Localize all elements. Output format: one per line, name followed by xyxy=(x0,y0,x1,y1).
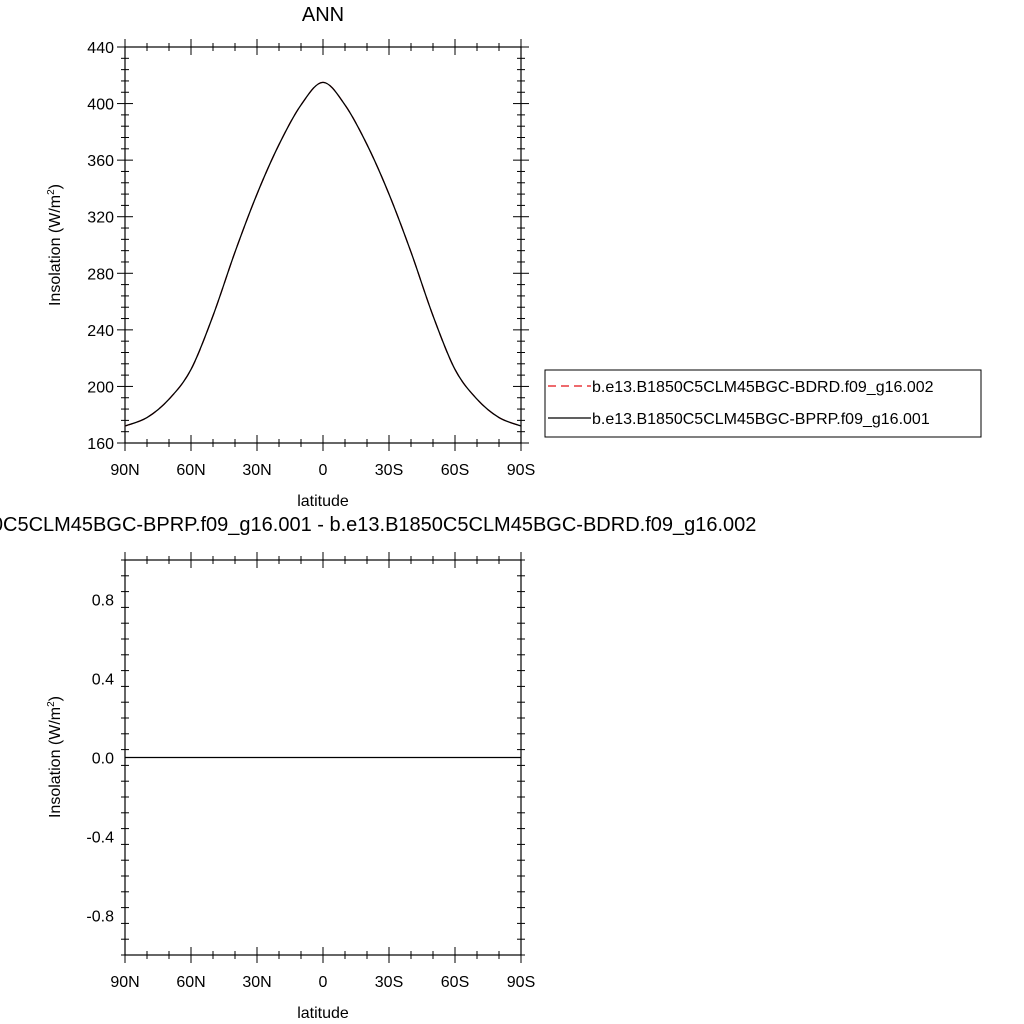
bottom-y-axis-label-close: ) xyxy=(47,696,64,701)
bottom-y-tick-label: 0.4 xyxy=(92,672,114,689)
top-panel-title: ANN xyxy=(302,4,344,26)
legend-label-bprp: b.e13.B1850C5CLM45BGC-BPRP.f09_g16.001 xyxy=(592,411,930,428)
bottom-x-tick-label: 90S xyxy=(507,974,535,991)
top-x-tick-label: 60N xyxy=(176,462,205,479)
bottom-y-axis-label: Insolation (W/m2) xyxy=(46,696,64,818)
bottom-y-axis-label-main: Insolation (W/m xyxy=(47,707,64,818)
top-y-tick-label: 440 xyxy=(87,40,114,57)
bottom-x-tick-label: 30N xyxy=(242,974,271,991)
legend-label-bdrd: b.e13.B1850C5CLM45BGC-BDRD.f09_g16.002 xyxy=(592,379,934,396)
bottom-x-tick-label: 60S xyxy=(441,974,469,991)
top-x-axis-label: latitude xyxy=(297,493,349,510)
bottom-panel-title: b.e13.B1850C5CLM45BGC-BPRP.f09_g16.001 -… xyxy=(0,514,756,536)
top-y-tick-label: 320 xyxy=(87,210,114,227)
top-panel: ANN 90N 60N 30N 0 30S 60S 90S 160 200 240 280 320 36… xyxy=(46,4,535,510)
top-y-axis-label-superscript: 2 xyxy=(46,189,57,195)
top-x-tick-label: 30S xyxy=(375,462,403,479)
top-y-axis-label-close: ) xyxy=(47,184,64,189)
top-y-tick-label: 360 xyxy=(87,153,114,170)
top-y-tick-label: 200 xyxy=(87,379,114,396)
bottom-axis-ticks: 90N 60N 30N 0 30S 60S 90S -0.8 -0.4 0.0 0.4 0.8 xyxy=(86,552,535,991)
bottom-y-tick-label: -0.4 xyxy=(86,830,114,847)
top-x-tick-label: 0 xyxy=(319,462,328,479)
top-y-tick-label: 280 xyxy=(87,266,114,283)
top-x-tick-label: 60S xyxy=(441,462,469,479)
top-y-tick-label: 240 xyxy=(87,323,114,340)
bottom-x-tick-label: 90N xyxy=(110,974,139,991)
bottom-y-tick-label: 0.0 xyxy=(92,751,114,768)
bottom-x-tick-label: 30S xyxy=(375,974,403,991)
top-x-tick-label: 90S xyxy=(507,462,535,479)
top-series-group xyxy=(124,81,522,427)
top-y-axis-label-main: Insolation (W/m xyxy=(47,195,64,306)
legend-box xyxy=(544,369,982,438)
bottom-y-tick-label: -0.8 xyxy=(86,909,114,926)
bottom-panel: b.e13.B1850C5CLM45BGC-BPRP.f09_g16.001 -… xyxy=(0,514,756,1022)
bottom-x-tick-label: 60N xyxy=(176,974,205,991)
bottom-y-tick-label: 0.8 xyxy=(92,593,114,610)
bottom-x-axis-label: latitude xyxy=(297,1005,349,1022)
bottom-x-tick-label: 0 xyxy=(319,974,328,991)
top-y-axis-label: Insolation (W/m2) xyxy=(46,184,64,306)
top-x-tick-label: 30N xyxy=(242,462,271,479)
top-axis-ticks: 90N 60N 30N 0 30S 60S 90S 160 200 240 280 320 360 400… xyxy=(87,39,535,479)
bottom-y-axis-label-superscript: 2 xyxy=(46,701,57,707)
legend: b.e13.B1850C5CLM45BGC-BDRD.f09_g16.002 b… xyxy=(544,369,982,438)
top-y-tick-label: 400 xyxy=(87,97,114,114)
top-y-tick-label: 160 xyxy=(87,436,114,453)
top-x-tick-label: 90N xyxy=(110,462,139,479)
top-series-line-1 xyxy=(124,81,522,427)
